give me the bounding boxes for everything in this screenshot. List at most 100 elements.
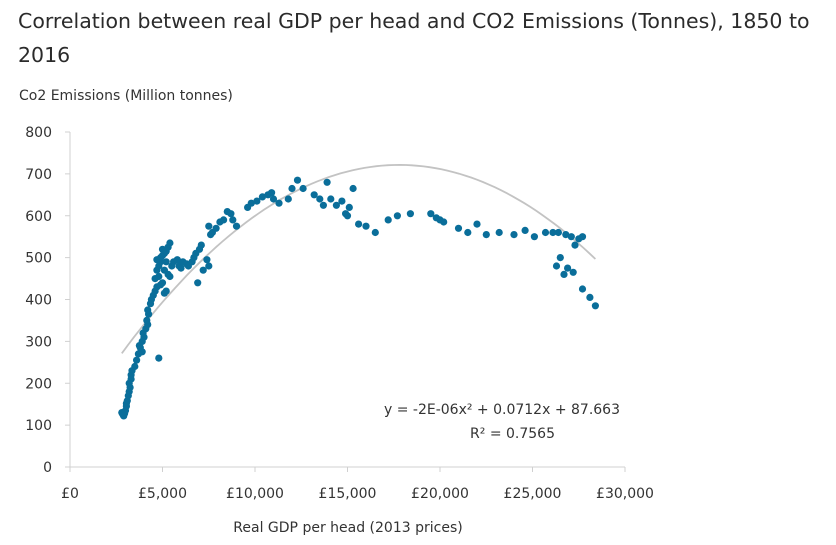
data-point — [166, 272, 174, 281]
y-axis-title: Co2 Emissions (Million tonnes) — [19, 88, 233, 104]
data-point — [166, 239, 174, 247]
data-point — [549, 228, 557, 237]
data-point — [133, 356, 141, 364]
y-tick-label: 400 — [25, 293, 52, 309]
data-point — [197, 241, 205, 249]
y-tick-label: 700 — [25, 167, 52, 183]
data-point — [578, 233, 587, 241]
data-point — [155, 272, 163, 281]
data-point — [144, 306, 152, 314]
data-point — [393, 212, 401, 220]
data-point — [560, 270, 568, 278]
data-point — [464, 228, 472, 237]
data-point — [199, 266, 207, 274]
data-point — [440, 218, 448, 226]
data-point — [552, 262, 561, 270]
data-point — [562, 231, 570, 239]
data-point — [541, 228, 550, 237]
data-point — [349, 184, 357, 193]
trendline — [121, 163, 597, 354]
x-tick-label: £30,000 — [596, 486, 654, 502]
data-point — [556, 254, 564, 262]
data-point — [227, 210, 235, 218]
data-point — [155, 354, 163, 362]
data-point — [578, 285, 587, 293]
data-point — [571, 241, 579, 249]
y-tick-label: 800 — [25, 125, 52, 141]
x-tick-label: £25,000 — [504, 486, 562, 502]
data-point — [473, 220, 481, 228]
chart-title: Correlation between real GDP per head an… — [18, 9, 810, 67]
r-squared-label: R² = 0.7565 — [470, 426, 555, 442]
data-point — [162, 258, 170, 266]
data-point — [521, 226, 529, 234]
data-point — [530, 233, 539, 241]
data-point — [293, 176, 302, 184]
data-point — [338, 197, 346, 205]
y-tick-label: 300 — [25, 334, 52, 350]
data-point — [591, 302, 600, 310]
data-point — [299, 184, 307, 193]
data-point — [319, 201, 327, 209]
data-point — [384, 216, 392, 224]
data-point — [554, 228, 563, 237]
data-point — [288, 184, 296, 193]
x-tick-label: £15,000 — [319, 486, 377, 502]
data-point — [284, 195, 292, 203]
data-point — [220, 216, 228, 224]
data-point — [205, 222, 213, 230]
y-tick-label: 500 — [25, 251, 52, 267]
data-point — [138, 348, 146, 356]
data-point — [157, 281, 165, 289]
data-point — [258, 193, 266, 201]
data-point — [268, 189, 276, 197]
data-point — [160, 289, 168, 297]
data-point — [345, 203, 353, 211]
x-tick-label: £10,000 — [226, 486, 284, 502]
data-point — [564, 264, 572, 272]
data-point — [173, 256, 181, 264]
data-point — [310, 191, 318, 199]
trendline-equation: y = -2E-06x² + 0.0712x + 87.663 — [384, 402, 620, 418]
data-point — [586, 293, 594, 301]
data-point — [194, 279, 202, 287]
y-tick-labels: 0 100 200 300 400 500 600 700 800 — [25, 125, 70, 476]
data-point — [362, 222, 370, 230]
data-point — [275, 199, 283, 207]
x-tick-label: £5,000 — [138, 486, 187, 502]
data-point — [427, 210, 435, 218]
data-point — [269, 195, 278, 203]
data-point — [323, 178, 331, 186]
y-tick-label: 100 — [25, 418, 52, 434]
data-point — [495, 228, 503, 237]
x-tick-label: £0 — [61, 486, 79, 502]
data-point — [510, 231, 518, 239]
data-point — [567, 233, 575, 241]
data-point — [327, 195, 335, 203]
data-point — [482, 231, 490, 239]
data-point — [229, 216, 237, 224]
data-point — [332, 201, 340, 209]
data-point — [406, 210, 414, 218]
y-tick-label: 0 — [43, 460, 52, 476]
data-point — [177, 264, 185, 272]
x-axis-title: Real GDP per head (2013 prices) — [233, 520, 462, 536]
data-point — [316, 195, 324, 203]
data-point — [247, 199, 255, 207]
data-point — [143, 316, 151, 324]
x-tick-labels: £0 £5,000 £10,000 £15,000 £20,000 £25,000 £30,… — [61, 467, 654, 502]
data-points — [118, 176, 600, 420]
data-point — [355, 220, 363, 228]
data-point — [131, 362, 139, 371]
data-point — [212, 224, 220, 232]
data-point — [203, 256, 211, 264]
y-tick-label: 600 — [25, 209, 52, 225]
data-point — [371, 228, 379, 237]
data-point — [253, 197, 261, 205]
data-point — [343, 212, 352, 220]
y-tick-label: 200 — [25, 376, 52, 392]
data-point — [454, 224, 463, 232]
data-point — [205, 262, 213, 270]
data-point — [569, 268, 577, 276]
